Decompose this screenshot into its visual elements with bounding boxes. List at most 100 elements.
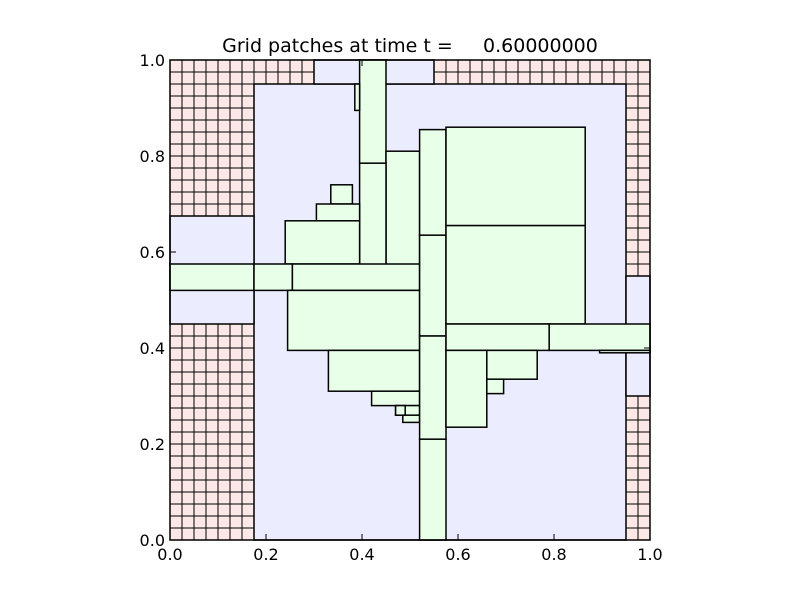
- grid-cell: [217, 59, 231, 73]
- grid-cell: [169, 95, 183, 109]
- grid-cell: [169, 119, 183, 133]
- grid-cell: [553, 59, 567, 73]
- grid-cell: [193, 383, 207, 397]
- grid-cell: [577, 59, 591, 73]
- grid-cell: [277, 71, 291, 85]
- level3-patch: [169, 263, 255, 292]
- grid-cell: [637, 155, 651, 169]
- x-tick-label: 0.2: [253, 545, 278, 564]
- grid-cell: [193, 107, 207, 121]
- grid-cell: [193, 71, 207, 85]
- grid-cell: [169, 527, 183, 541]
- grid-cell: [169, 455, 183, 469]
- axes-frame: [169, 59, 651, 541]
- grid-cell: [217, 167, 231, 181]
- grid-cell: [625, 179, 639, 193]
- grid-cell: [193, 527, 207, 541]
- level3-patch: [445, 349, 488, 428]
- grid-cell: [205, 407, 219, 421]
- grid-cell: [217, 335, 231, 349]
- grid-cell: [205, 419, 219, 433]
- grid-cell: [241, 143, 255, 157]
- grid-cell: [241, 95, 255, 109]
- grid-cell: [181, 119, 195, 133]
- grid-cell: [277, 59, 291, 73]
- grid-cell: [625, 95, 639, 109]
- grid-cell: [289, 59, 303, 73]
- grid-cell: [637, 455, 651, 469]
- grid-cell: [217, 395, 231, 409]
- grid-cell: [181, 203, 195, 217]
- grid-cell: [193, 119, 207, 133]
- grid-cell: [205, 347, 219, 361]
- grid-cell: [229, 167, 243, 181]
- grid-cell: [229, 395, 243, 409]
- level3-patch: [445, 126, 586, 227]
- grid-cell: [565, 59, 579, 73]
- grid-cell: [205, 167, 219, 181]
- grid-cell: [241, 515, 255, 529]
- grid-cell: [217, 71, 231, 85]
- grid-cell: [181, 71, 195, 85]
- grid-cell: [637, 395, 651, 409]
- grid-cell: [577, 71, 591, 85]
- grid-cell: [193, 359, 207, 373]
- grid-cell: [181, 167, 195, 181]
- grid-cell: [217, 119, 231, 133]
- grid-cell: [205, 323, 219, 337]
- grid-cell: [625, 455, 639, 469]
- grid-cell: [637, 83, 651, 97]
- grid-cell: [217, 515, 231, 529]
- level3-patch: [315, 203, 361, 222]
- grid-cell: [181, 371, 195, 385]
- grid-cell: [205, 467, 219, 481]
- grid-cell: [229, 479, 243, 493]
- grid-cell: [217, 371, 231, 385]
- grid-cell: [625, 215, 639, 229]
- y-tick-label: 0.4: [140, 339, 165, 358]
- grid-cell: [241, 323, 255, 337]
- grid-cell: [169, 59, 183, 73]
- grid-cell: [253, 71, 267, 85]
- grid-cell: [217, 479, 231, 493]
- grid-cell: [181, 467, 195, 481]
- grid-cell: [217, 323, 231, 337]
- grid-cell: [217, 503, 231, 517]
- grid-cell: [241, 203, 255, 217]
- grid-cell: [241, 455, 255, 469]
- y-tick-label: 0.8: [140, 147, 165, 166]
- grid-cell: [601, 71, 615, 85]
- grid-cell: [265, 71, 279, 85]
- grid-cell: [169, 83, 183, 97]
- grid-cell: [241, 395, 255, 409]
- grid-cell: [433, 71, 447, 85]
- grid-cell: [193, 335, 207, 349]
- grid-cell: [625, 59, 639, 73]
- grid-cell: [217, 95, 231, 109]
- level3-patch: [598, 349, 651, 354]
- grid-cell: [301, 59, 315, 73]
- grid-cell: [217, 203, 231, 217]
- y-tick-label: 1.0: [140, 51, 165, 70]
- grid-cell: [217, 431, 231, 445]
- grid-cell: [193, 347, 207, 361]
- grid-cell: [625, 203, 639, 217]
- grid-cell: [205, 179, 219, 193]
- grid-cell: [241, 71, 255, 85]
- grid-cell: [169, 419, 183, 433]
- grid-cell: [625, 119, 639, 133]
- grid-cell: [241, 167, 255, 181]
- grid-cell: [169, 335, 183, 349]
- level3-patch: [548, 323, 651, 352]
- grid-cell: [241, 443, 255, 457]
- grid-cell: [169, 503, 183, 517]
- grid-cell: [193, 83, 207, 97]
- grid-cell: [625, 263, 639, 277]
- grid-cell: [241, 107, 255, 121]
- grid-cell: [625, 419, 639, 433]
- grid-cell: [169, 383, 183, 397]
- grid-cell: [241, 467, 255, 481]
- grid-cell: [193, 191, 207, 205]
- grid-cell: [625, 407, 639, 421]
